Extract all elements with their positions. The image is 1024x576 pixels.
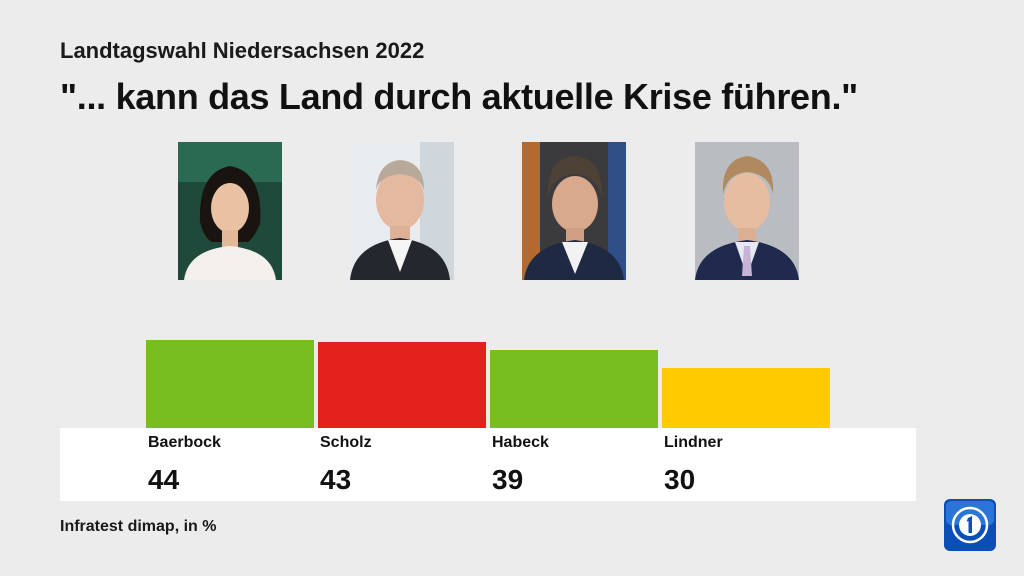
portrait-scholz [350,142,454,280]
candidate-name: Lindner [664,434,723,451]
label-panel: Baerbock 44 Scholz 43 Habeck 39 Lindner … [60,428,916,501]
page-title: "... kann das Land durch aktuelle Krise … [60,76,858,117]
candidate-value: 43 [320,464,352,495]
portrait-lindner [695,142,799,280]
portrait-baerbock [178,142,282,280]
bar-scholz [318,342,486,428]
candidate-name: Scholz [320,434,372,451]
candidate-name: Habeck [492,434,549,451]
candidate-value: 44 [148,464,180,495]
subtitle: Landtagswahl Niedersachsen 2022 [60,38,425,63]
portrait-habeck [522,142,626,280]
bar-lindner [662,368,830,428]
bar-habeck [490,350,658,428]
candidate-value: 39 [492,464,524,495]
ard-das-erste-logo-icon[interactable] [944,499,996,551]
candidate-value: 30 [664,464,696,495]
source-note: Infratest dimap, in % [60,518,217,535]
bar-baerbock [146,340,314,428]
candidate-name: Baerbock [148,434,221,451]
